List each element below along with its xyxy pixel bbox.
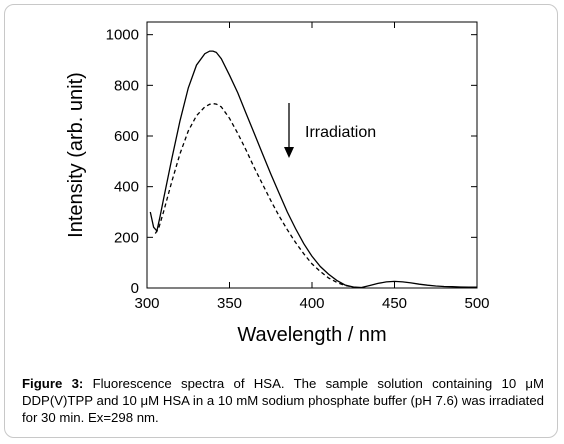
- y-axis-title: Intensity (arb. unit): [65, 72, 87, 238]
- axis-ticks: 300 350 400 450 500 0 200 400 600 800 1000: [106, 22, 490, 312]
- figure-caption: Figure 3: Fluorescence spectra of HSA. T…: [22, 375, 544, 426]
- y-tick-label: 1000: [106, 27, 139, 44]
- caption-text: Fluorescence spectra of HSA. The sample …: [22, 376, 545, 425]
- x-tick-label: 500: [464, 295, 489, 312]
- x-tick-label: 300: [134, 295, 159, 312]
- y-tick-label: 800: [114, 77, 139, 94]
- figure-frame: [4, 4, 558, 438]
- x-axis-title: Wavelength / nm: [237, 324, 386, 346]
- y-tick-label: 400: [114, 179, 139, 196]
- y-tick-label: 200: [114, 229, 139, 246]
- plot-frame: [146, 21, 478, 289]
- x-tick-label: 350: [217, 295, 242, 312]
- series-layer: [149, 50, 477, 289]
- x-tick-label: 400: [299, 295, 324, 312]
- series-line-before-irradiation: [149, 50, 477, 289]
- x-tick-label: 450: [382, 295, 407, 312]
- y-tick-label: 0: [131, 280, 139, 297]
- spectrum-chart: 300 350 400 450 500 0 200 400 600 800 1000 Wavelen…: [65, 21, 490, 346]
- caption-label: Figure 3:: [22, 376, 84, 391]
- irradiation-arrow: [284, 103, 294, 158]
- irradiation-label: Irradiation: [305, 124, 376, 141]
- y-tick-label: 600: [114, 128, 139, 145]
